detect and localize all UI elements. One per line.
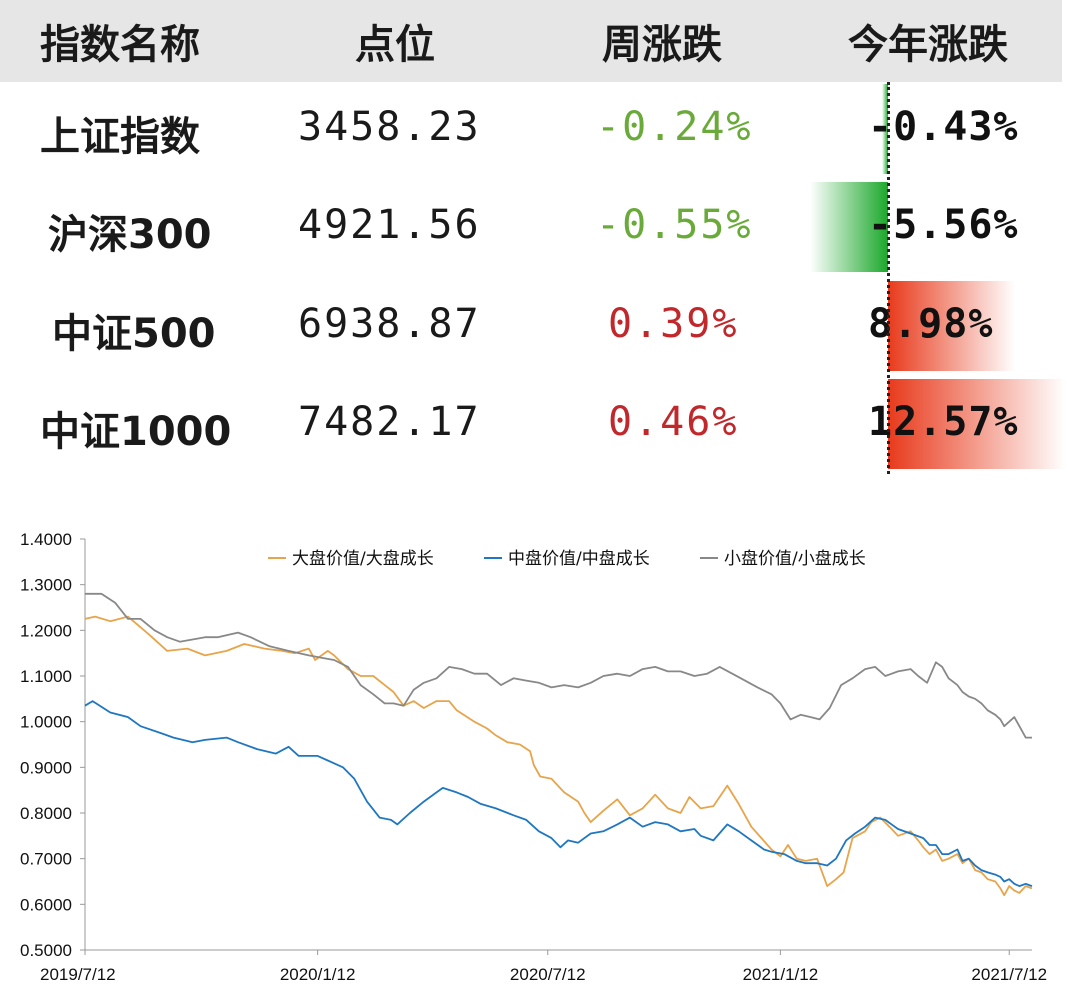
x-tick-label: 2019/7/12 [40,965,116,984]
x-tick-label: 2020/7/12 [510,965,586,984]
y-tick-label: 0.6000 [20,895,72,914]
table-row: 上证指数 3458.23 -0.24% -0.43% [0,82,1080,180]
index-name: 沪深300 [48,212,212,258]
table-row: 中证1000 7482.17 0.46% 12.57% [0,377,1080,475]
x-tick-label: 2021/7/12 [971,965,1047,984]
weekly-change: 0.39% [608,301,739,347]
index-level: 4921.56 [298,202,481,248]
ytd-bar [809,182,888,272]
y-tick-label: 1.3000 [20,576,72,595]
y-tick-label: 0.9000 [20,758,72,777]
ytd-bar [888,379,1066,469]
legend-label: 中盘价值/中盘成长 [508,549,650,569]
series-line [84,615,1033,897]
weekly-change: 0.46% [608,399,739,445]
table-row: 沪深300 4921.56 -0.55% -5.56% [0,180,1080,278]
ratio-line-chart: 0.5000 0.6000 0.7000 0.8000 0.9000 1.0000 1.10… [20,530,1047,984]
header-index-name: 指数名称 [40,22,200,68]
ytd-bar [881,84,888,174]
legend-label: 小盘价值/小盘成长 [724,549,866,569]
series-line [84,700,1033,887]
weekly-change: -0.55% [596,202,753,248]
y-tick-label: 1.1000 [20,667,72,686]
header-ytd-change: 今年涨跌 [848,22,1008,68]
index-level: 6938.87 [298,301,481,347]
index-name: 上证指数 [40,114,200,160]
y-tick-label: 1.0000 [20,713,72,732]
index-table: 指数名称 点位 周涨跌 今年涨跌 上证指数 3458.23 -0.24% -0.43%… [0,0,1080,478]
y-tick-label: 1.2000 [20,621,72,640]
index-name: 中证500 [52,311,216,357]
ytd-bar [888,281,1015,371]
ytd-change: 12.57% [868,399,1019,445]
index-level: 3458.23 [298,104,481,150]
series-line [85,592,1032,739]
y-tick-label: 0.7000 [20,850,72,869]
ytd-zero-axis [887,82,890,474]
y-tick-label: 0.8000 [20,804,72,823]
legend-label: 大盘价值/大盘成长 [292,549,434,569]
ytd-change: -0.43% [868,104,1019,150]
y-tick-label: 0.5000 [20,941,72,960]
index-name: 中证1000 [40,409,232,455]
table-header: 指数名称 点位 周涨跌 今年涨跌 [0,0,1062,82]
ytd-change: -5.56% [868,202,1019,248]
x-tick-label: 2021/1/12 [743,965,819,984]
header-weekly-change: 周涨跌 [602,22,722,68]
y-tick-label: 1.4000 [20,530,72,549]
weekly-change: -0.24% [596,104,753,150]
index-level: 7482.17 [298,399,481,445]
header-level: 点位 [355,22,435,68]
table-row: 中证500 6938.87 0.39% 8.98% [0,279,1080,377]
x-tick-label: 2020/1/12 [280,965,356,984]
